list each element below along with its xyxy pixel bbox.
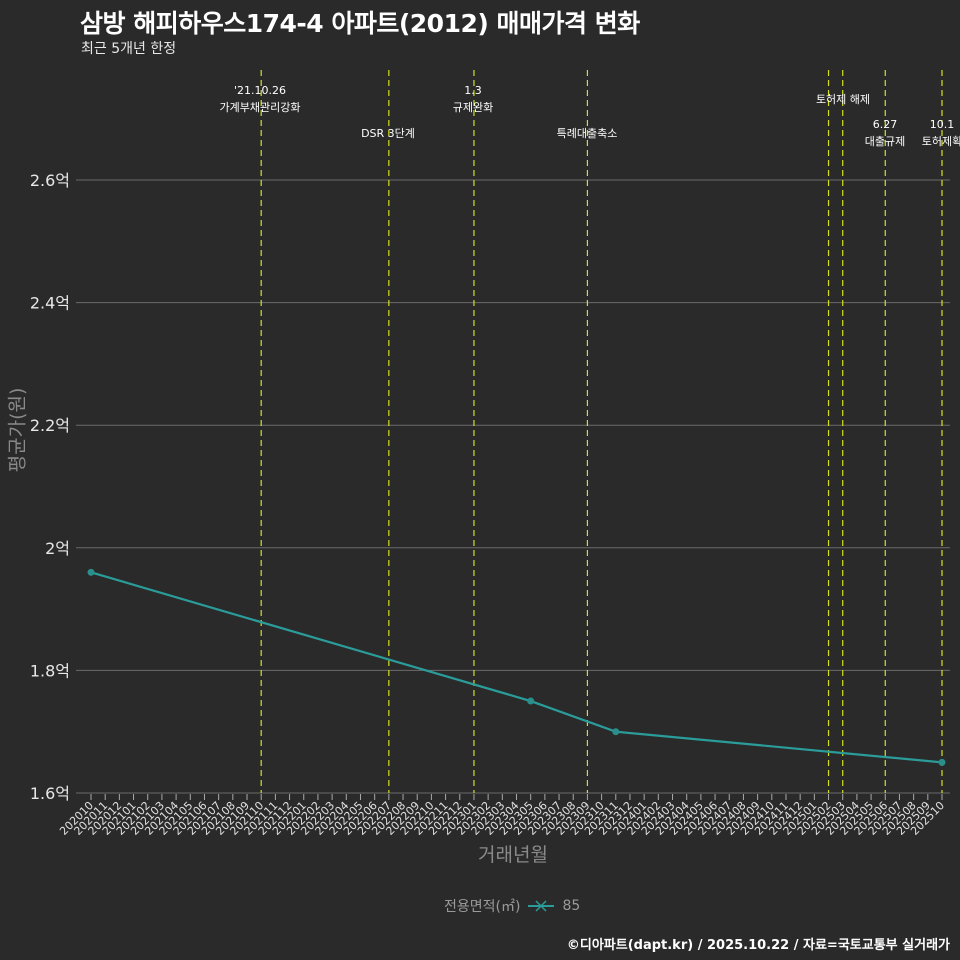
legend: 전용면적(㎡) 85	[444, 896, 580, 916]
event-annotation-label: 10.1	[930, 118, 955, 131]
chart-title: 삼방 해피하우스174-4 아파트(2012) 매매가격 변화	[80, 9, 640, 38]
y-tick-label: 2.4억	[30, 294, 70, 313]
footer-credit: ©디아파트(dapt.kr) / 2025.10.22 / 자료=국토교통부 실…	[566, 938, 950, 953]
x-axis-ticks: 2020102020112020122021012021022021032021…	[57, 794, 947, 838]
event-annotation-label: DSR 3단계	[361, 127, 415, 140]
event-annotation-label: 가계부채관리강화	[220, 101, 301, 114]
event-annotation-label: 6.27	[873, 118, 898, 131]
event-annotation-label: 규제완화	[453, 101, 493, 114]
event-annotation-label: 토허제 해제	[816, 92, 870, 106]
series-line	[90, 571, 943, 764]
data-point[interactable]	[612, 728, 620, 736]
y-tick-label: 1.6억	[30, 784, 70, 803]
event-lines	[260, 70, 943, 793]
y-tick-label: 2.2억	[30, 416, 70, 435]
series-85	[87, 568, 946, 766]
event-annotation-label: 토허제확	[922, 135, 960, 148]
event-annotation-label: 1.3	[464, 84, 482, 97]
y-axis-ticks: 1.6억 1.8억 2억 2.2억 2.4억 2.6억	[30, 171, 70, 803]
legend-title: 전용면적(㎡)	[444, 899, 521, 915]
y-tick-label: 2.6억	[30, 171, 70, 190]
chart-subtitle: 최근 5개년 한정	[81, 41, 177, 57]
y-tick-label: 2억	[45, 539, 70, 558]
y-tick-label: 1.8억	[30, 661, 70, 680]
x-axis-label: 거래년월	[478, 844, 548, 866]
grid-lines	[76, 179, 950, 794]
data-point[interactable]	[938, 758, 946, 766]
data-point[interactable]	[87, 568, 95, 576]
legend-key-icon	[528, 899, 555, 913]
legend-item-85: 85	[562, 898, 581, 914]
event-annotation-label: 대출규제	[865, 135, 905, 148]
event-annotation-label: '21.10.26	[234, 84, 286, 97]
data-point[interactable]	[527, 697, 535, 705]
y-axis-label: 평균가(원)	[6, 387, 29, 473]
event-annotation-label: 특례대출축소	[557, 127, 618, 140]
